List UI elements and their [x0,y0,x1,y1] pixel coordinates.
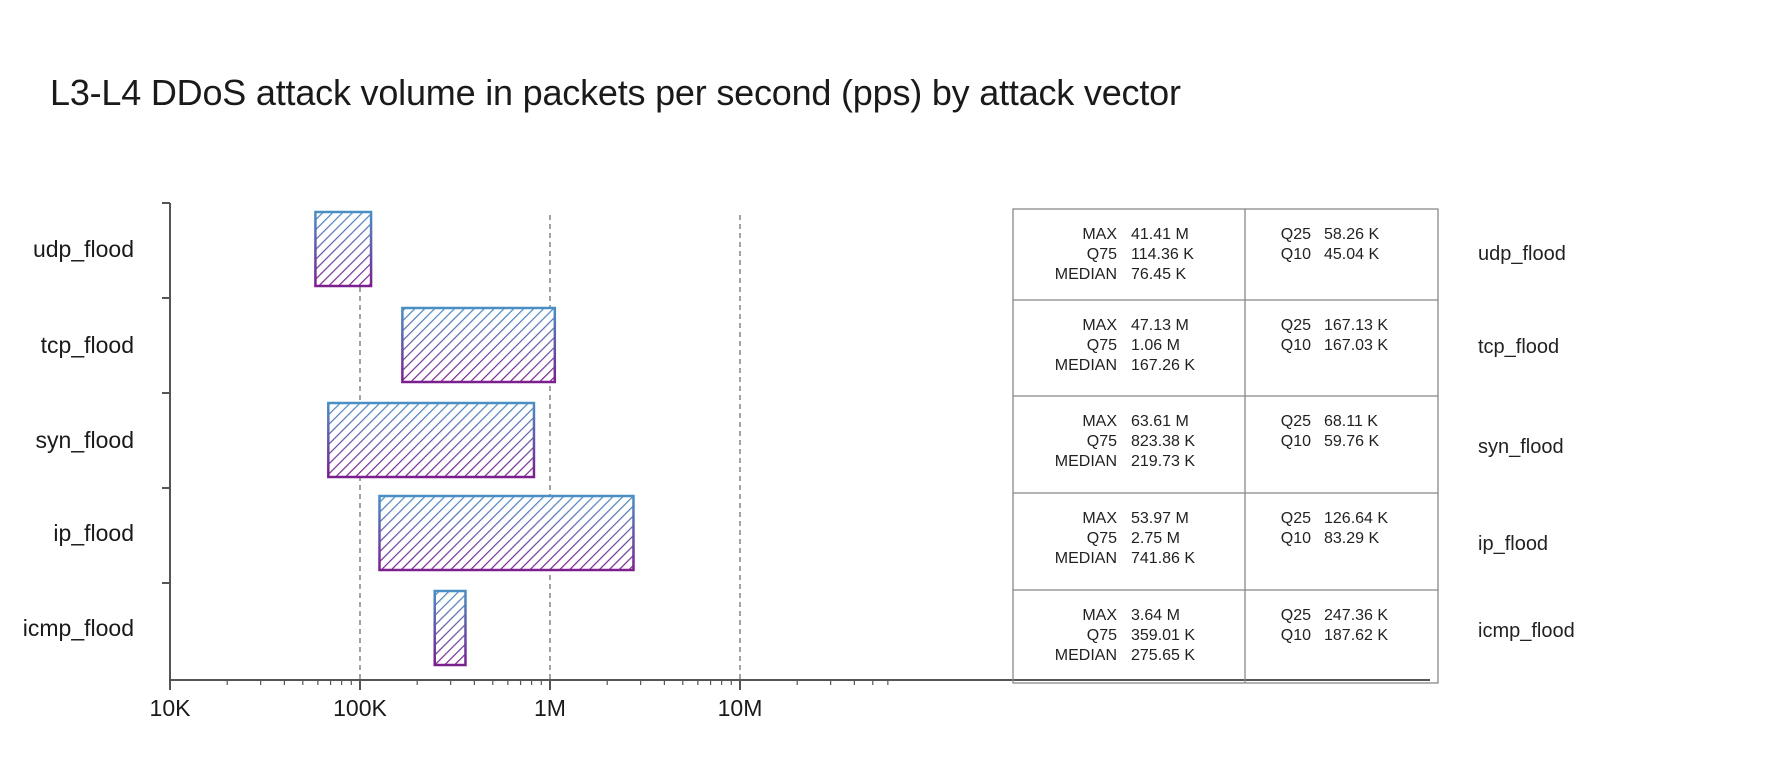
table-row-icmp_flood: MAX 3.64 M Q75 359.01 K MEDIAN 275.65 K Q25 247… [1055,607,1389,664]
box-icmp_flood [433,589,467,667]
right-label: icmp_flood [1478,620,1575,642]
stat-value: 167.13 K [1324,317,1388,334]
stat-value: 114.36 K [1131,246,1194,263]
stat-key: MAX [1082,607,1117,624]
stat-key: Q25 [1281,226,1311,243]
stat-value: 45.04 K [1324,246,1379,263]
box-hatch [315,212,372,286]
table-row-tcp_flood: MAX 47.13 M Q75 1.06 M MEDIAN 167.26 K Q25 167.… [1055,317,1389,374]
right-label: tcp_flood [1478,336,1559,358]
x-tick-label: 10M [718,695,763,721]
stat-key: MEDIAN [1055,647,1117,664]
stat-value: 41.41 M [1131,226,1189,243]
box-layer: udp_flood tcp_flood syn_flood ip_flood icmp_… [23,210,894,667]
category-label: ip_flood [53,520,134,546]
stat-value: 59.76 K [1324,433,1379,450]
box-group-syn_flood: syn_flood [36,401,894,479]
stat-value: 58.26 K [1324,226,1379,243]
box-udp_flood [314,210,373,288]
table-row-ip_flood: MAX 53.97 M Q75 2.75 M MEDIAN 741.86 K Q25 126.… [1055,510,1389,567]
stat-value: 823.38 K [1131,433,1195,450]
stat-key: Q25 [1281,413,1311,430]
stat-key: Q75 [1087,627,1117,644]
box-group-tcp_flood: tcp_flood [41,306,869,384]
stat-value: 219.73 K [1131,453,1195,470]
stat-value: 83.29 K [1324,530,1379,547]
box-syn_flood [327,401,536,479]
box-hatch [379,496,634,570]
stat-key: MAX [1082,510,1117,527]
stat-key: Q25 [1281,607,1311,624]
stat-key: MAX [1082,317,1117,334]
stat-key: Q25 [1281,510,1311,527]
stat-value: 2.75 M [1131,530,1180,547]
box-hatch [328,403,534,477]
right-label: syn_flood [1478,436,1564,458]
box-group-udp_flood: udp_flood [33,210,859,288]
stat-value: 741.86 K [1131,550,1195,567]
stat-value: 247.36 K [1324,607,1388,624]
axis-layer: 10K 100K 1M 10M [150,202,1430,721]
stat-value: 1.06 M [1131,337,1180,354]
stat-value: 359.01 K [1131,627,1195,644]
chart-title: L3-L4 DDoS attack volume in packets per … [50,72,1181,113]
stat-key: Q75 [1087,246,1117,263]
stat-value: 63.61 M [1131,413,1189,430]
stat-key: Q75 [1087,530,1117,547]
stat-key: MEDIAN [1055,550,1117,567]
table-border [1012,208,1439,684]
right-labels: udp_flood tcp_flood syn_flood ip_flood icmp_… [1478,243,1575,642]
box-group-icmp_flood: icmp_flood [23,589,658,667]
stat-key: MAX [1082,226,1117,243]
stat-value: 187.62 K [1324,627,1388,644]
stat-key: Q10 [1281,433,1311,450]
stat-key: Q10 [1281,530,1311,547]
table-row-syn_flood: MAX 63.61 M Q75 823.38 K MEDIAN 219.73 K Q25 68… [1055,413,1380,470]
stat-key: Q10 [1281,337,1311,354]
stat-key: MEDIAN [1055,357,1117,374]
stat-value: 275.65 K [1131,647,1195,664]
stat-value: 3.64 M [1131,607,1180,624]
stat-key: MAX [1082,413,1117,430]
box-hatch [402,308,555,382]
right-label: ip_flood [1478,533,1548,555]
stat-value: 68.11 K [1324,413,1378,430]
right-label: udp_flood [1478,243,1566,265]
stats-table: MAX 41.41 M Q75 114.36 K MEDIAN 76.45 K Q25 58.… [1012,208,1439,684]
stat-value: 76.45 K [1131,266,1186,283]
category-label: udp_flood [33,236,134,262]
x-tick-label: 100K [333,695,387,721]
box-ip_flood [378,494,635,572]
grid-layer [359,215,741,680]
stat-value: 53.97 M [1131,510,1189,527]
category-label: tcp_flood [41,332,134,358]
stat-key: MEDIAN [1055,266,1117,283]
x-tick-label: 10K [150,695,192,721]
stat-key: Q10 [1281,246,1311,263]
x-tick-label: 1M [534,695,566,721]
category-label: icmp_flood [23,615,134,641]
stat-value: 167.26 K [1131,357,1195,374]
stat-key: Q10 [1281,627,1311,644]
stat-value: 47.13 M [1131,317,1189,334]
stat-key: Q75 [1087,433,1117,450]
box-hatch [434,591,466,665]
stat-key: MEDIAN [1055,453,1117,470]
box-group-ip_flood: ip_flood [53,494,881,572]
stat-value: 167.03 K [1324,337,1388,354]
stat-key: Q75 [1087,337,1117,354]
table-row-udp_flood: MAX 41.41 M Q75 114.36 K MEDIAN 76.45 K Q25 58.… [1055,226,1380,283]
stat-value: 126.64 K [1324,510,1388,527]
stat-key: Q25 [1281,317,1311,334]
category-label: syn_flood [36,427,134,453]
